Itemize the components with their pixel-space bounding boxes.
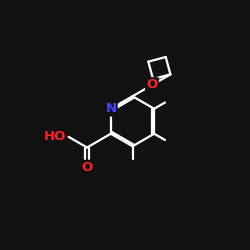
Text: HO: HO [43, 130, 66, 143]
Text: O: O [146, 78, 158, 92]
Text: O: O [82, 161, 93, 174]
Text: N: N [105, 102, 117, 115]
